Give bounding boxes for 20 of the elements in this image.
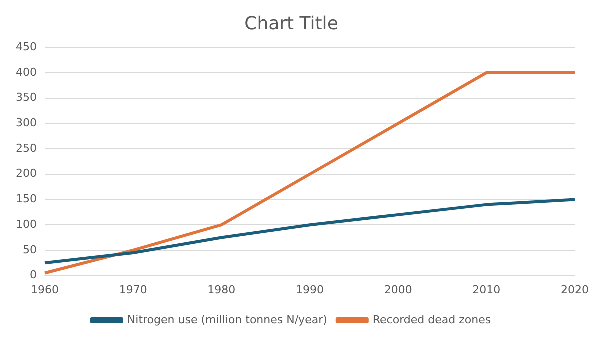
y-tick-label: 300 bbox=[16, 116, 37, 130]
x-tick-label: 1960 bbox=[30, 283, 59, 296]
x-tick-label: 1980 bbox=[208, 283, 236, 296]
y-tick-label: 150 bbox=[16, 192, 37, 206]
y-tick-label: 100 bbox=[16, 218, 37, 231]
chart-title: Chart Title bbox=[244, 13, 338, 34]
y-tick-label: 50 bbox=[22, 243, 37, 256]
y-tick-label: 350 bbox=[16, 91, 37, 104]
x-tick-label: 2000 bbox=[384, 283, 412, 296]
x-tick-label: 2010 bbox=[472, 283, 501, 296]
x-tick-label: 1970 bbox=[119, 283, 148, 296]
y-tick-label: 0 bbox=[30, 268, 37, 282]
y-tick-label: 400 bbox=[16, 66, 37, 79]
legend-label: Nitrogen use (million tonnes N/year) bbox=[127, 313, 328, 326]
y-tick-label: 200 bbox=[16, 167, 37, 180]
x-tick-label: 1990 bbox=[296, 283, 324, 296]
x-tick-label: 2020 bbox=[561, 283, 589, 296]
y-tick-label: 450 bbox=[16, 40, 37, 54]
legend-label: Recorded dead zones bbox=[372, 313, 492, 326]
y-tick-label: 250 bbox=[16, 142, 37, 155]
